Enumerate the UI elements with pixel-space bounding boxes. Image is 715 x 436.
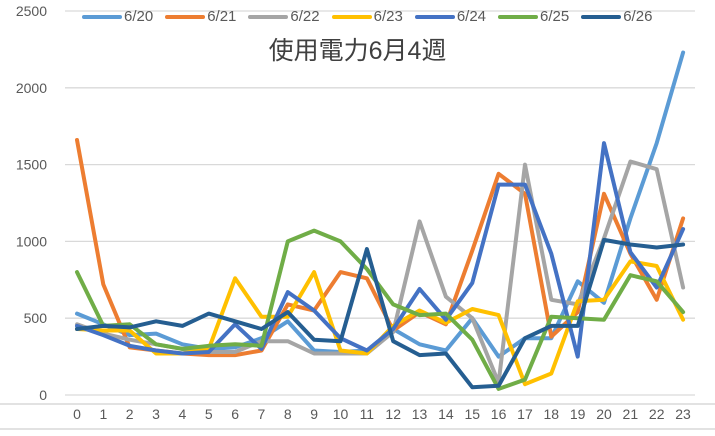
- legend-swatch-icon: [165, 14, 206, 19]
- x-tick-label: 17: [517, 406, 533, 422]
- x-tick-label: 11: [360, 406, 375, 422]
- chart-title: 使用電力6月4週: [268, 37, 447, 65]
- x-tick-label: 22: [649, 406, 665, 422]
- x-tick-label: 13: [412, 406, 428, 422]
- legend-item: 6/26: [581, 8, 652, 25]
- legend-label: 6/22: [290, 8, 320, 25]
- x-tick-label: 9: [310, 406, 318, 422]
- x-tick-label: 20: [596, 406, 612, 422]
- legend-item: 6/25: [498, 8, 569, 25]
- legend-swatch-icon: [498, 14, 539, 19]
- x-tick-label: 21: [623, 406, 639, 422]
- x-tick-label: 12: [385, 406, 401, 422]
- chart-legend: 6/20 6/21 6/22 6/23 6/24 6/25 6/26: [82, 8, 664, 25]
- legend-item: 6/23: [331, 8, 403, 25]
- x-tick-label: 2: [126, 406, 134, 422]
- x-tick-label: 6: [231, 406, 239, 422]
- x-tick-label: 8: [284, 406, 292, 422]
- y-tick-label: 1000: [16, 233, 47, 249]
- legend-label: 6/21: [207, 8, 237, 25]
- x-tick-label: 0: [73, 406, 81, 422]
- legend-swatch-icon: [248, 14, 289, 19]
- legend-item: 6/20: [82, 8, 153, 25]
- legend-label: 6/25: [540, 8, 570, 25]
- x-tick-label: 1: [99, 406, 107, 422]
- legend-swatch-icon: [581, 14, 622, 19]
- legend-label: 6/20: [124, 8, 154, 25]
- x-tick-label: 14: [438, 406, 454, 422]
- y-tick-label: 2000: [16, 80, 47, 96]
- y-tick-label: 2500: [16, 3, 47, 19]
- x-tick-label: 5: [205, 406, 213, 422]
- x-tick-label: 16: [491, 406, 507, 422]
- x-tick-label: 19: [570, 406, 586, 422]
- legend-swatch-icon: [414, 14, 455, 19]
- series-line-6-25: [75, 228, 686, 391]
- x-tick-label: 7: [258, 406, 266, 422]
- x-tick-label: 18: [544, 406, 560, 422]
- y-tick-label: 1500: [16, 157, 47, 173]
- legend-label: 6/24: [456, 8, 487, 25]
- x-tick-label: 10: [333, 406, 349, 422]
- legend-item: 6/24: [414, 8, 487, 25]
- y-tick-label: 500: [24, 310, 48, 326]
- legend-swatch-icon: [331, 14, 372, 19]
- series-line-6-20: [75, 50, 686, 359]
- x-tick-label: 15: [464, 406, 480, 422]
- x-tick-label: 4: [179, 406, 187, 422]
- legend-item: 6/22: [248, 8, 320, 25]
- x-tick-label: 23: [675, 406, 691, 422]
- legend-swatch-icon: [82, 14, 122, 19]
- legend-item: 6/21: [165, 8, 236, 25]
- series-line-6-24: [75, 141, 686, 359]
- y-tick-label: 0: [39, 387, 47, 403]
- x-tick-label: 3: [152, 406, 160, 422]
- legend-label: 6/26: [623, 8, 653, 25]
- series-line-6-26: [75, 237, 686, 390]
- legend-label: 6/23: [373, 8, 403, 25]
